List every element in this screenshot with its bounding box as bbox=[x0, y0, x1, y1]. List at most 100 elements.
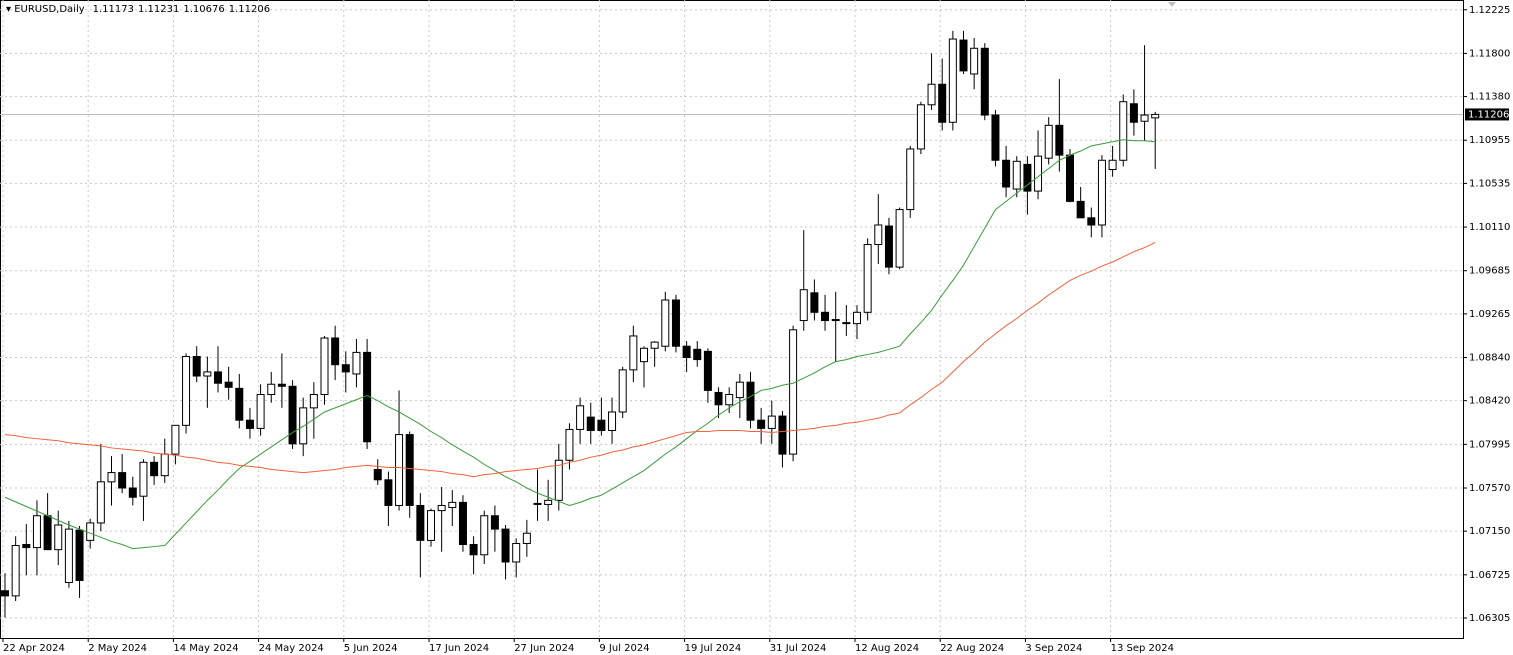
candle-body bbox=[831, 319, 840, 322]
candle-body bbox=[576, 405, 585, 430]
candle-body bbox=[1151, 113, 1160, 119]
candle-body bbox=[96, 481, 105, 524]
candle-body bbox=[959, 39, 968, 72]
x-tick-label: 17 Jun 2024 bbox=[429, 643, 489, 654]
candle-body bbox=[746, 381, 755, 421]
candle-body bbox=[43, 515, 52, 551]
last-price-badge bbox=[1465, 108, 1509, 121]
candle-body bbox=[1044, 124, 1053, 159]
candle-body bbox=[735, 381, 744, 399]
candle-body bbox=[853, 311, 861, 325]
candle-body bbox=[182, 355, 191, 426]
candle-body bbox=[586, 416, 595, 431]
x-tick-label: 22 Aug 2024 bbox=[940, 643, 1004, 654]
candle-body bbox=[437, 504, 446, 512]
candle-body bbox=[693, 348, 702, 361]
candle-body bbox=[139, 461, 148, 497]
y-tick-label: 1.09685 bbox=[1469, 266, 1510, 277]
x-tick-label: 12 Aug 2024 bbox=[855, 643, 919, 654]
candle-body bbox=[214, 371, 222, 384]
x-tick-label: 19 Jul 2024 bbox=[685, 643, 742, 654]
candle-body bbox=[916, 104, 925, 150]
candle-body bbox=[927, 83, 936, 106]
candle-body bbox=[842, 322, 851, 325]
candle-body bbox=[448, 501, 457, 509]
chart-header: ▾ EURUSD,Daily 1.11173 1.11231 1.10676 1.112… bbox=[6, 4, 270, 15]
moving-average bbox=[4, 242, 1156, 478]
candle-body bbox=[203, 371, 212, 377]
candle-body bbox=[938, 83, 947, 123]
candle-body bbox=[501, 528, 510, 563]
candle-body bbox=[171, 424, 180, 455]
candle-body bbox=[1012, 160, 1021, 190]
candle-body bbox=[1076, 200, 1085, 219]
candle-body bbox=[512, 542, 521, 563]
header-low: 1.10676 bbox=[183, 4, 224, 15]
candle-body bbox=[480, 515, 489, 556]
header-arrow: ▾ bbox=[6, 4, 14, 15]
candle-body bbox=[767, 415, 776, 429]
candle-body bbox=[469, 544, 478, 556]
x-tick-label: 22 Apr 2024 bbox=[3, 643, 65, 654]
x-tick-label: 9 Jul 2024 bbox=[599, 643, 649, 654]
candle-body bbox=[778, 415, 787, 455]
y-tick-label: 1.11380 bbox=[1469, 92, 1510, 103]
x-tick-label: 13 Sep 2024 bbox=[1111, 643, 1174, 654]
candle-body bbox=[490, 515, 499, 530]
candle-body bbox=[1108, 159, 1117, 171]
candle-body bbox=[1097, 159, 1106, 226]
x-tick-label: 2 May 2024 bbox=[88, 643, 147, 654]
candle-body bbox=[906, 148, 915, 211]
candle-body bbox=[373, 469, 382, 481]
candle-body bbox=[821, 311, 830, 322]
candle-body bbox=[277, 383, 286, 387]
candle-body bbox=[884, 225, 893, 268]
y-tick-label: 1.06725 bbox=[1469, 570, 1510, 581]
candle-body bbox=[1002, 159, 1011, 188]
plot-frame bbox=[0, 0, 1464, 639]
y-tick-label: 1.09265 bbox=[1469, 309, 1510, 320]
candle-body bbox=[874, 224, 883, 246]
candle-body bbox=[118, 472, 127, 489]
chart-shift-marker bbox=[1168, 2, 1176, 7]
candle-body bbox=[341, 364, 350, 373]
moving-average bbox=[4, 139, 1156, 550]
candle-body bbox=[1129, 103, 1138, 123]
header-close: 1.11206 bbox=[229, 4, 270, 15]
candle-body bbox=[320, 337, 329, 396]
y-tick-label: 1.07570 bbox=[1469, 483, 1510, 494]
candle-body bbox=[64, 528, 73, 584]
candle-body bbox=[75, 529, 84, 581]
candle-body bbox=[331, 337, 340, 366]
candle-body bbox=[309, 394, 318, 409]
y-tick-label: 1.12225 bbox=[1469, 5, 1510, 16]
candle-body bbox=[224, 381, 233, 388]
candle-body bbox=[1087, 217, 1096, 226]
candle-body bbox=[86, 522, 95, 541]
candle-body bbox=[661, 299, 670, 347]
candle-body bbox=[427, 510, 435, 541]
candle-body bbox=[980, 47, 989, 116]
x-tick-label: 31 Jul 2024 bbox=[770, 643, 827, 654]
candle-body bbox=[1055, 124, 1064, 156]
candle-body bbox=[629, 335, 638, 371]
candle-body bbox=[1023, 163, 1032, 192]
candle-body bbox=[618, 369, 627, 413]
candle-body bbox=[863, 244, 872, 313]
candle-body bbox=[948, 38, 957, 123]
candle-body bbox=[267, 383, 276, 396]
candle-body bbox=[150, 461, 159, 477]
candle-body bbox=[1034, 155, 1043, 192]
candle-body bbox=[405, 434, 414, 506]
candle-body bbox=[192, 355, 201, 377]
candle-body bbox=[895, 209, 904, 268]
candle-body bbox=[352, 351, 361, 375]
y-tick-label: 1.10110 bbox=[1469, 222, 1510, 233]
candle-body bbox=[703, 350, 712, 391]
header-high: 1.11231 bbox=[138, 4, 179, 15]
candle-body bbox=[235, 387, 244, 421]
candle-body bbox=[799, 289, 808, 322]
candle-body bbox=[245, 419, 254, 429]
candle-body bbox=[608, 411, 617, 431]
candle-body bbox=[288, 385, 297, 445]
